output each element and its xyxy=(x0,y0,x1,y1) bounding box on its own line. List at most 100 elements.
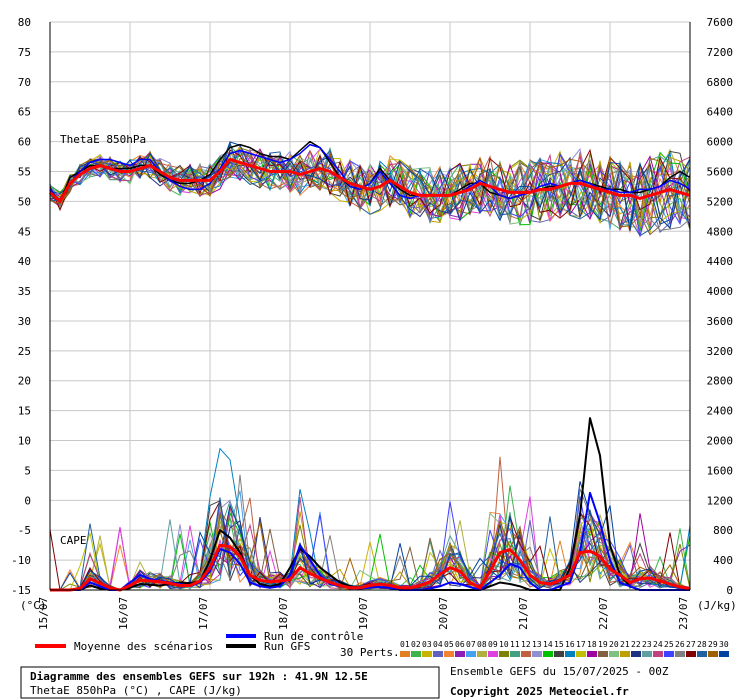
pert-legend-swatch xyxy=(433,651,443,657)
right-axis-unit: (J/kg) xyxy=(697,599,737,612)
pert-legend-swatch xyxy=(499,651,509,657)
cape-panel-label: CAPE xyxy=(60,534,87,547)
pert-legend-swatch xyxy=(576,651,586,657)
pert-legend-swatch xyxy=(510,651,520,657)
pert-legend-swatch xyxy=(719,651,729,657)
date-tick-label: 21/07 xyxy=(517,597,530,630)
pert-legend-number: 20 xyxy=(609,640,619,649)
footer-subtitle: ThetaE 850hPa (°C) , CAPE (J/kg) xyxy=(30,684,242,697)
left-tick-label: 65 xyxy=(18,106,31,119)
pert-legend-swatch xyxy=(466,651,476,657)
pert-legend-swatch xyxy=(400,651,410,657)
axes: -15 -10 -5 0 5 10 15 20 25 30 35 40 45 50 55 60 65 70 75 80… xyxy=(11,16,733,630)
thetae-mean-line xyxy=(48,158,691,203)
pert-legend-swatch xyxy=(455,651,465,657)
pert-legend-number: 07 xyxy=(466,640,476,649)
pert-legend-number: 04 xyxy=(433,640,443,649)
date-tick-label: 15/07 xyxy=(37,597,50,630)
left-tick-label: 30 xyxy=(18,315,31,328)
perturbation-legend: 01 02 03 04 05 06 07 08 09 10 11 12 13 14 15 16 17 18 19 20… xyxy=(400,640,729,657)
right-tick-label: 1200 xyxy=(707,494,734,507)
pert-legend-number: 19 xyxy=(598,640,608,649)
pert-legend-swatch xyxy=(521,651,531,657)
left-tick-label: 60 xyxy=(18,136,31,149)
pert-legend-number: 12 xyxy=(521,640,531,649)
date-tick-label: 22/07 xyxy=(597,597,610,630)
right-tick-label: 4400 xyxy=(707,255,734,268)
pert-legend-number: 18 xyxy=(587,640,597,649)
pert-legend-number: 17 xyxy=(576,640,586,649)
right-tick-label: 2000 xyxy=(707,435,734,448)
right-tick-label: 4800 xyxy=(707,225,734,238)
footer-copyright: Copyright 2025 Meteociel.fr xyxy=(450,685,629,698)
pert-legend-number: 21 xyxy=(620,640,630,649)
right-tick-label: 3600 xyxy=(707,315,734,328)
pert-legend-number: 11 xyxy=(510,640,520,649)
cape-perturbation-line xyxy=(50,504,691,591)
left-tick-label: 70 xyxy=(18,76,31,89)
right-tick-label: 5200 xyxy=(707,195,734,208)
pert-legend-number: 08 xyxy=(477,640,487,649)
pert-legend-number: 28 xyxy=(697,640,707,649)
right-tick-label: 0 xyxy=(726,584,733,597)
footer-title: Diagramme des ensembles GEFS sur 192h : … xyxy=(30,670,368,683)
legend-control-label: Run de contrôle xyxy=(264,630,363,643)
left-tick-label: -5 xyxy=(18,524,31,537)
pert-legend-number: 24 xyxy=(653,640,663,649)
left-tick-label: 10 xyxy=(18,435,31,448)
legend-mean-label: Moyenne des scénarios xyxy=(74,640,213,653)
cape-mean-line xyxy=(50,543,691,592)
left-tick-label: 5 xyxy=(24,464,31,477)
left-tick-label: 25 xyxy=(18,345,31,358)
pert-legend-swatch xyxy=(422,651,432,657)
pert-legend-number: 05 xyxy=(444,640,454,649)
right-tick-label: 6000 xyxy=(707,136,734,149)
pert-legend-number: 09 xyxy=(488,640,498,649)
date-tick-label: 17/07 xyxy=(197,597,210,630)
pert-legend-swatch xyxy=(609,651,619,657)
footer-title-box: Diagramme des ensembles GEFS sur 192h : … xyxy=(20,666,440,699)
right-tick-label: 3200 xyxy=(707,345,734,358)
pert-legend-number: 23 xyxy=(642,640,652,649)
left-tick-label: 15 xyxy=(18,405,31,418)
thetae-control-line xyxy=(49,143,691,203)
pert-legend-swatch xyxy=(565,651,575,657)
pert-legend-swatch xyxy=(532,651,542,657)
pert-legend-swatch xyxy=(631,651,641,657)
pert-legend-swatch xyxy=(697,651,707,657)
right-tick-label: 400 xyxy=(713,554,733,567)
pert-legend-swatch xyxy=(543,651,553,657)
pert-legend-number: 25 xyxy=(664,640,674,649)
legend: Moyenne des scénarios Run de contrôle Ru… xyxy=(35,630,729,659)
pert-legend-swatch xyxy=(620,651,630,657)
date-tick-label: 19/07 xyxy=(357,597,370,630)
right-tick-label: 4000 xyxy=(707,285,734,298)
pert-legend-number: 15 xyxy=(554,640,564,649)
left-tick-label: 45 xyxy=(18,225,31,238)
left-tick-label: 55 xyxy=(18,165,31,178)
pert-legend-swatch xyxy=(598,651,608,657)
main-series-lines xyxy=(48,140,691,592)
pert-legend-swatch xyxy=(488,651,498,657)
pert-legend-swatch xyxy=(664,651,674,657)
pert-legend-swatch xyxy=(675,651,685,657)
left-axis-unit: (°C) xyxy=(20,599,47,612)
pert-legend-swatch xyxy=(554,651,564,657)
thetae-perturbation-line xyxy=(49,140,691,237)
left-tick-label: 50 xyxy=(18,195,31,208)
legend-perts-label: 30 Perts. xyxy=(340,646,400,659)
pert-legend-swatch xyxy=(587,651,597,657)
pert-legend-number: 13 xyxy=(532,640,542,649)
pert-legend-swatch xyxy=(411,651,421,657)
pert-legend-number: 02 xyxy=(411,640,421,649)
pert-legend-number: 03 xyxy=(422,640,432,649)
pert-legend-number: 06 xyxy=(455,640,465,649)
date-tick-label: 16/07 xyxy=(117,597,130,630)
pert-legend-swatch xyxy=(477,651,487,657)
right-tick-label: 5600 xyxy=(707,165,734,178)
left-tick-label: 35 xyxy=(18,285,31,298)
pert-legend-number: 16 xyxy=(565,640,575,649)
right-tick-label: 2800 xyxy=(707,375,734,388)
